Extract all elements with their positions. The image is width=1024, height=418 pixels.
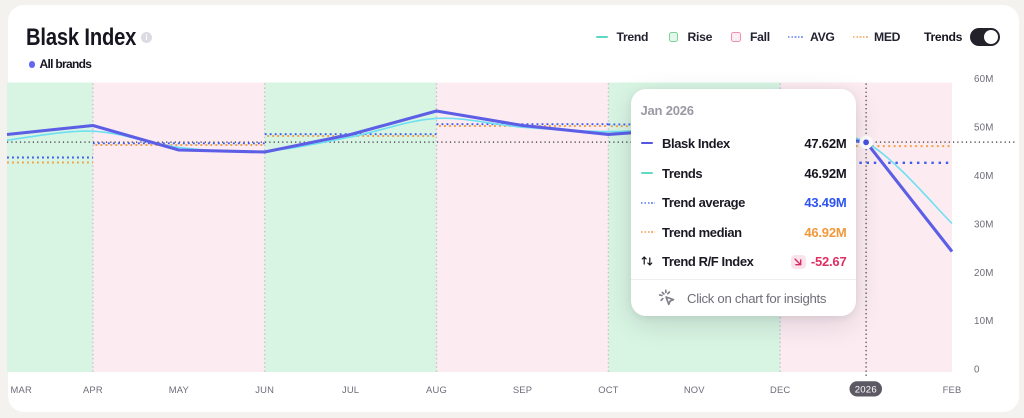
svg-text:20M: 20M bbox=[974, 268, 994, 279]
svg-text:2026: 2026 bbox=[855, 384, 877, 395]
svg-text:DEC: DEC bbox=[770, 384, 790, 395]
svg-text:60M: 60M bbox=[974, 74, 994, 85]
svg-text:OCT: OCT bbox=[598, 384, 618, 395]
svg-text:MAY: MAY bbox=[169, 384, 190, 395]
svg-text:NOV: NOV bbox=[684, 384, 705, 395]
svg-text:APR: APR bbox=[83, 384, 103, 395]
svg-text:10M: 10M bbox=[974, 316, 994, 327]
svg-text:SEP: SEP bbox=[513, 384, 532, 395]
svg-text:AUG: AUG bbox=[426, 384, 447, 395]
svg-text:JUL: JUL bbox=[342, 384, 359, 395]
svg-text:MAR: MAR bbox=[11, 384, 32, 395]
svg-text:40M: 40M bbox=[974, 171, 994, 182]
svg-text:0: 0 bbox=[974, 365, 980, 376]
svg-text:JUN: JUN bbox=[255, 384, 274, 395]
svg-text:FEB: FEB bbox=[943, 384, 962, 395]
svg-text:50M: 50M bbox=[974, 123, 994, 134]
svg-text:30M: 30M bbox=[974, 219, 994, 230]
